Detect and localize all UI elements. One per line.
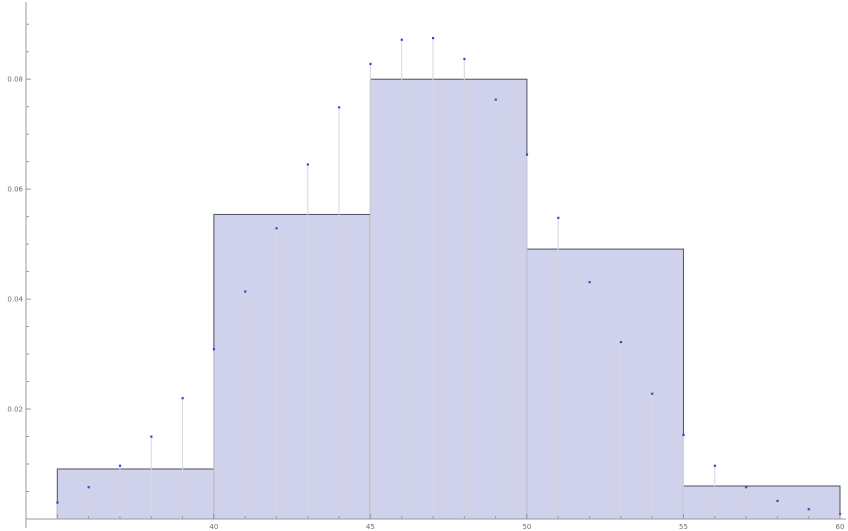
data-point-18 — [619, 340, 623, 344]
data-point-16 — [557, 216, 560, 219]
x-tick-label-60: 60 — [836, 523, 845, 531]
histogram-bar-0 — [56, 468, 215, 520]
data-point-9 — [338, 106, 341, 109]
data-point-23 — [776, 499, 779, 503]
data-point-11 — [400, 38, 403, 41]
data-point-15 — [525, 153, 529, 156]
y-tick-label-0.04: 0.04 — [7, 296, 23, 304]
data-point-24 — [807, 508, 810, 511]
y-tick-label-0.08: 0.08 — [7, 76, 23, 84]
data-point-1 — [87, 486, 90, 489]
data-point-4 — [181, 397, 184, 400]
probability-points — [56, 36, 842, 516]
histogram-bars — [56, 78, 841, 520]
data-point-17 — [588, 281, 591, 284]
data-point-20 — [682, 433, 685, 437]
x-tick-label-55: 55 — [679, 523, 688, 531]
histogram-bar-2 — [369, 78, 528, 520]
data-point-14 — [494, 98, 497, 101]
axes: 40 45 50 55 60 0.02 0.04 0.06 0.08 — [7, 2, 846, 531]
x-tick-label-50: 50 — [522, 523, 531, 531]
data-point-5 — [212, 348, 216, 351]
point-stems — [56, 37, 841, 519]
data-point-0 — [56, 501, 59, 504]
data-point-22 — [745, 486, 748, 489]
data-point-6 — [244, 290, 247, 293]
y-tick-label-0.02: 0.02 — [7, 406, 23, 414]
data-point-3 — [150, 435, 153, 438]
histogram-bar-4 — [682, 485, 841, 520]
x-tick-label-45: 45 — [366, 523, 375, 531]
data-point-7 — [275, 227, 278, 230]
data-point-10 — [369, 62, 372, 66]
data-point-8 — [306, 163, 309, 166]
data-point-13 — [463, 57, 466, 61]
data-point-12 — [432, 36, 435, 40]
histogram-bar-3 — [526, 248, 684, 520]
data-point-19 — [651, 392, 654, 395]
y-tick-label-0.06: 0.06 — [7, 186, 23, 194]
histogram-bar-1 — [213, 213, 371, 520]
data-point-21 — [713, 464, 716, 467]
data-point-2 — [118, 464, 122, 467]
x-tick-label-40: 40 — [209, 523, 218, 531]
